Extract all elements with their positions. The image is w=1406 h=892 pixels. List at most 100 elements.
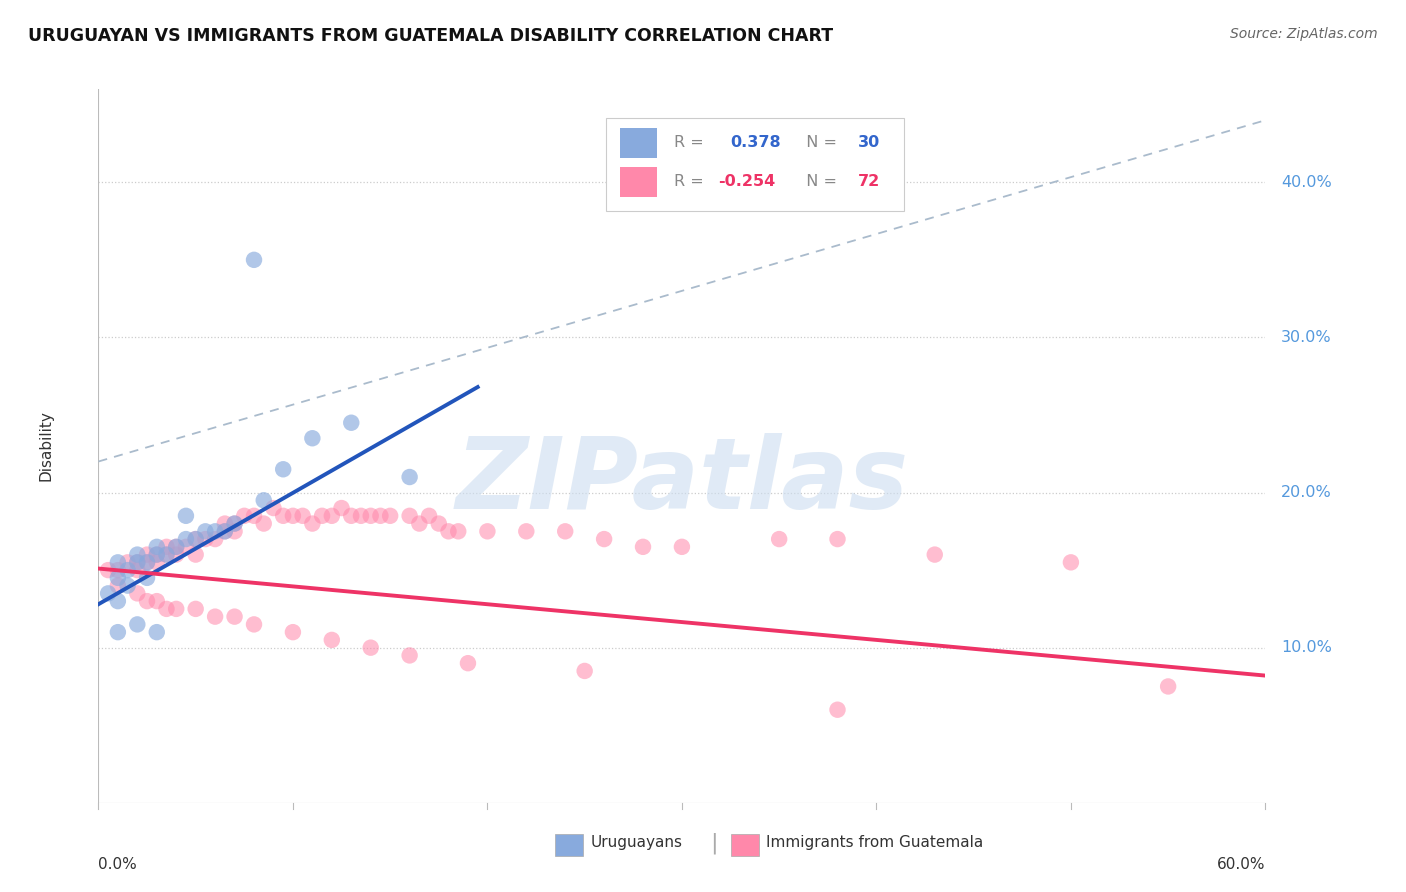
Point xyxy=(224,516,246,531)
Text: 10.0%: 10.0% xyxy=(1281,640,1331,655)
Point xyxy=(155,540,177,554)
Point xyxy=(243,252,266,267)
Point xyxy=(174,532,197,546)
Point xyxy=(146,548,169,562)
Point xyxy=(174,540,197,554)
FancyBboxPatch shape xyxy=(620,128,658,158)
Point xyxy=(427,516,450,531)
Point xyxy=(233,508,256,523)
Point xyxy=(515,524,537,539)
Point xyxy=(127,586,149,600)
Point xyxy=(146,548,169,562)
Point xyxy=(97,586,120,600)
Text: Source: ZipAtlas.com: Source: ZipAtlas.com xyxy=(1230,27,1378,41)
Point xyxy=(398,508,420,523)
Point xyxy=(574,664,596,678)
Point xyxy=(184,532,207,546)
Point xyxy=(165,548,187,562)
Point xyxy=(253,493,276,508)
Text: |: | xyxy=(710,832,718,854)
Point xyxy=(827,532,849,546)
Text: 30.0%: 30.0% xyxy=(1281,330,1331,345)
Point xyxy=(311,508,333,523)
Text: R =: R = xyxy=(673,175,709,189)
Text: 0.0%: 0.0% xyxy=(98,857,138,872)
Point xyxy=(321,508,343,523)
Point xyxy=(127,555,149,569)
Point xyxy=(165,602,187,616)
Point xyxy=(340,416,363,430)
Point xyxy=(321,632,343,647)
Point xyxy=(184,602,207,616)
Point xyxy=(281,625,304,640)
Text: 40.0%: 40.0% xyxy=(1281,175,1331,190)
Point xyxy=(1060,555,1083,569)
Point xyxy=(418,508,440,523)
Point xyxy=(136,555,159,569)
Point xyxy=(924,548,946,562)
Point xyxy=(214,524,236,539)
Point xyxy=(117,579,139,593)
Point xyxy=(350,508,373,523)
Point xyxy=(360,508,382,523)
Point xyxy=(204,609,226,624)
Point xyxy=(107,555,129,569)
Point xyxy=(243,508,266,523)
Point xyxy=(631,540,654,554)
Point xyxy=(340,508,363,523)
Point xyxy=(127,555,149,569)
Point xyxy=(117,563,139,577)
Text: Disability: Disability xyxy=(38,410,53,482)
Point xyxy=(127,563,149,577)
Text: R =: R = xyxy=(673,136,714,150)
Point xyxy=(398,648,420,663)
Point xyxy=(194,524,217,539)
Text: URUGUAYAN VS IMMIGRANTS FROM GUATEMALA DISABILITY CORRELATION CHART: URUGUAYAN VS IMMIGRANTS FROM GUATEMALA D… xyxy=(28,27,834,45)
Point xyxy=(398,470,420,484)
Point xyxy=(146,625,169,640)
Text: ZIPatlas: ZIPatlas xyxy=(456,434,908,530)
Point xyxy=(194,532,217,546)
Point xyxy=(330,501,353,516)
Point xyxy=(291,508,314,523)
Point xyxy=(768,532,790,546)
FancyBboxPatch shape xyxy=(620,167,658,197)
Point xyxy=(262,501,284,516)
Point xyxy=(155,548,177,562)
Text: 72: 72 xyxy=(858,175,880,189)
Point xyxy=(224,609,246,624)
Point xyxy=(457,656,479,670)
Point xyxy=(224,516,246,531)
Point xyxy=(97,563,120,577)
Point xyxy=(224,524,246,539)
Point xyxy=(370,508,392,523)
Point xyxy=(165,540,187,554)
Point xyxy=(155,602,177,616)
Point xyxy=(360,640,382,655)
Point xyxy=(477,524,499,539)
Point xyxy=(281,508,304,523)
Point xyxy=(136,571,159,585)
Point xyxy=(204,532,226,546)
Point xyxy=(107,594,129,608)
Point xyxy=(107,579,129,593)
Text: 30: 30 xyxy=(858,136,880,150)
Point xyxy=(827,703,849,717)
Point xyxy=(107,563,129,577)
Point xyxy=(301,431,323,445)
Point xyxy=(214,516,236,531)
Text: 0.378: 0.378 xyxy=(730,136,780,150)
Point xyxy=(165,540,187,554)
Text: N =: N = xyxy=(796,136,842,150)
Point xyxy=(1157,680,1180,694)
Point xyxy=(146,540,169,554)
Point xyxy=(127,617,149,632)
Point xyxy=(174,508,197,523)
Point xyxy=(593,532,616,546)
Point xyxy=(271,508,294,523)
Text: Immigrants from Guatemala: Immigrants from Guatemala xyxy=(766,836,984,850)
Point xyxy=(107,571,129,585)
Point xyxy=(301,516,323,531)
Point xyxy=(107,625,129,640)
Point xyxy=(136,594,159,608)
